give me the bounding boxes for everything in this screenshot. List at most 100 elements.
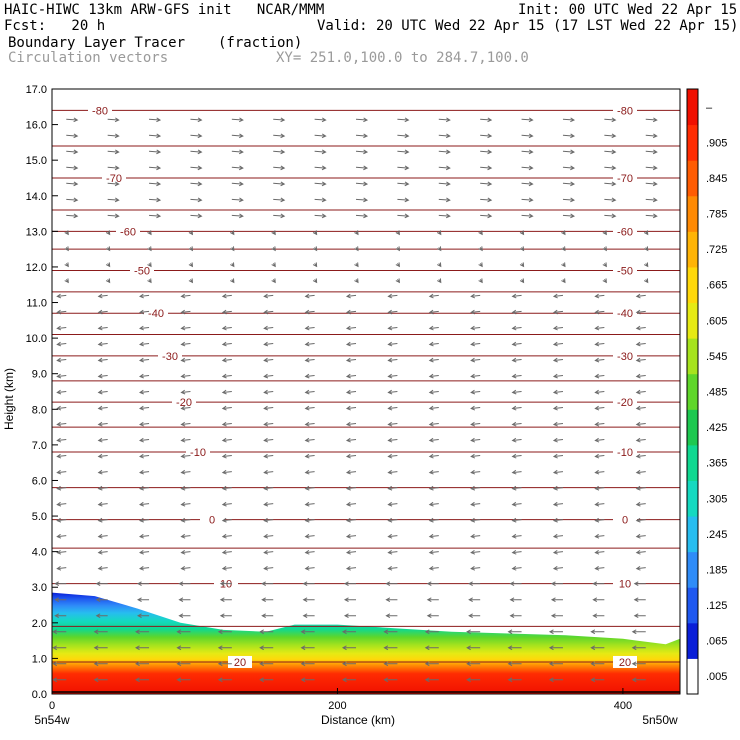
circulation-vector — [387, 469, 398, 475]
colorbar-label: .905 — [706, 137, 727, 149]
contour-label: -40 — [148, 308, 164, 320]
circulation-vector — [188, 246, 194, 252]
circulation-vector — [95, 597, 108, 603]
circulation-vector — [387, 453, 398, 459]
circulation-vector — [231, 197, 244, 203]
circulation-vector — [271, 262, 276, 268]
circulation-vector — [231, 117, 244, 123]
circulation-vector — [139, 437, 150, 443]
circulation-vector — [263, 437, 274, 443]
circulation-vector — [387, 325, 398, 331]
circulation-vector — [635, 485, 646, 491]
circulation-vector — [231, 149, 244, 155]
circulation-vector — [519, 246, 525, 252]
circulation-vector — [107, 149, 120, 155]
circulation-vector — [139, 341, 150, 347]
circulation-vector — [302, 581, 315, 587]
circulation-vector — [438, 181, 451, 187]
circulation-vector — [635, 293, 646, 299]
circulation-vector — [604, 181, 617, 187]
circulation-vector — [176, 661, 191, 667]
contour-label-bg — [186, 446, 210, 458]
circulation-vector — [511, 309, 522, 315]
circulation-vector — [221, 373, 232, 379]
colorbar-label: .605 — [706, 315, 727, 327]
circulation-vector — [438, 117, 451, 123]
circulation-vector — [97, 485, 108, 491]
circulation-vector — [312, 246, 318, 252]
circulation-vector — [428, 437, 439, 443]
circulation-vector — [304, 309, 315, 315]
circulation-vector — [180, 501, 191, 507]
circulation-vector — [139, 565, 150, 571]
circulation-vector — [304, 341, 315, 347]
circulation-vector — [97, 341, 108, 347]
circulation-vector — [345, 469, 357, 475]
circulation-vector — [552, 405, 564, 411]
circulation-vector — [56, 405, 67, 411]
circulation-vector — [180, 549, 191, 555]
circulation-vector — [511, 293, 522, 299]
circulation-vector — [592, 597, 605, 603]
circulation-vector — [107, 181, 120, 187]
circulation-vector — [190, 181, 203, 187]
circulation-vector — [507, 629, 522, 635]
circulation-vector — [562, 149, 576, 155]
circulation-vector — [107, 197, 120, 203]
circulation-vector — [304, 325, 315, 331]
contour-label-bg — [102, 171, 126, 184]
y-tick-label: 1.0 — [32, 653, 47, 665]
circulation-vector — [97, 517, 108, 523]
circulation-vector — [139, 357, 150, 363]
circulation-vector — [561, 278, 566, 284]
circulation-vector — [428, 517, 439, 523]
circulation-vector — [312, 262, 318, 268]
circulation-vector — [345, 325, 357, 331]
circulation-vector — [345, 485, 357, 491]
circulation-vector — [263, 549, 274, 555]
circulation-vector — [137, 613, 150, 619]
circulation-vector — [633, 613, 646, 619]
circulation-vector — [221, 469, 232, 475]
circulation-vector — [64, 230, 69, 236]
contour-label: 0 — [209, 515, 215, 527]
circulation-vector — [139, 389, 150, 395]
circulation-vector — [188, 278, 194, 284]
model-title: HAIC-HIWC 13km ARW-GFS init NCAR/MMM — [4, 2, 325, 18]
circulation-vector — [424, 677, 439, 683]
circulation-vector — [519, 230, 525, 236]
circulation-vector — [56, 421, 67, 427]
circulation-vector — [635, 453, 646, 459]
circulation-vector — [139, 405, 150, 411]
circulation-vector — [470, 357, 481, 363]
circulation-vector — [139, 501, 150, 507]
circulation-vector — [273, 133, 286, 139]
circulation-vector — [521, 149, 534, 155]
circulation-vector — [437, 246, 442, 252]
circulation-vector — [341, 661, 357, 667]
contour-label-bg — [613, 446, 637, 458]
x-tick-label: 0 — [49, 700, 55, 712]
circulation-vector — [176, 645, 191, 651]
circulation-vector — [178, 581, 191, 587]
circulation-vector — [548, 677, 563, 683]
circulation-vector — [180, 469, 191, 475]
circulation-vector — [54, 613, 67, 619]
circulation-vector — [387, 357, 398, 363]
circulation-vector — [190, 117, 203, 123]
circulation-vector — [552, 549, 564, 555]
colorbar-swatch — [687, 124, 698, 161]
circulation-vector — [511, 421, 522, 427]
colorbar-swatch — [687, 551, 698, 588]
forecast-hour: Fcst: 20 h — [4, 18, 106, 34]
circulation-vector — [645, 165, 658, 171]
circulation-vector — [470, 549, 481, 555]
circulation-vector — [139, 453, 150, 459]
circulation-vector — [437, 278, 442, 284]
circulation-vector — [635, 469, 646, 475]
circulation-vector — [509, 613, 522, 619]
circulation-vector — [594, 501, 605, 507]
circulation-vector — [180, 517, 191, 523]
circulation-vector — [354, 262, 359, 268]
circulation-vector — [470, 309, 481, 315]
